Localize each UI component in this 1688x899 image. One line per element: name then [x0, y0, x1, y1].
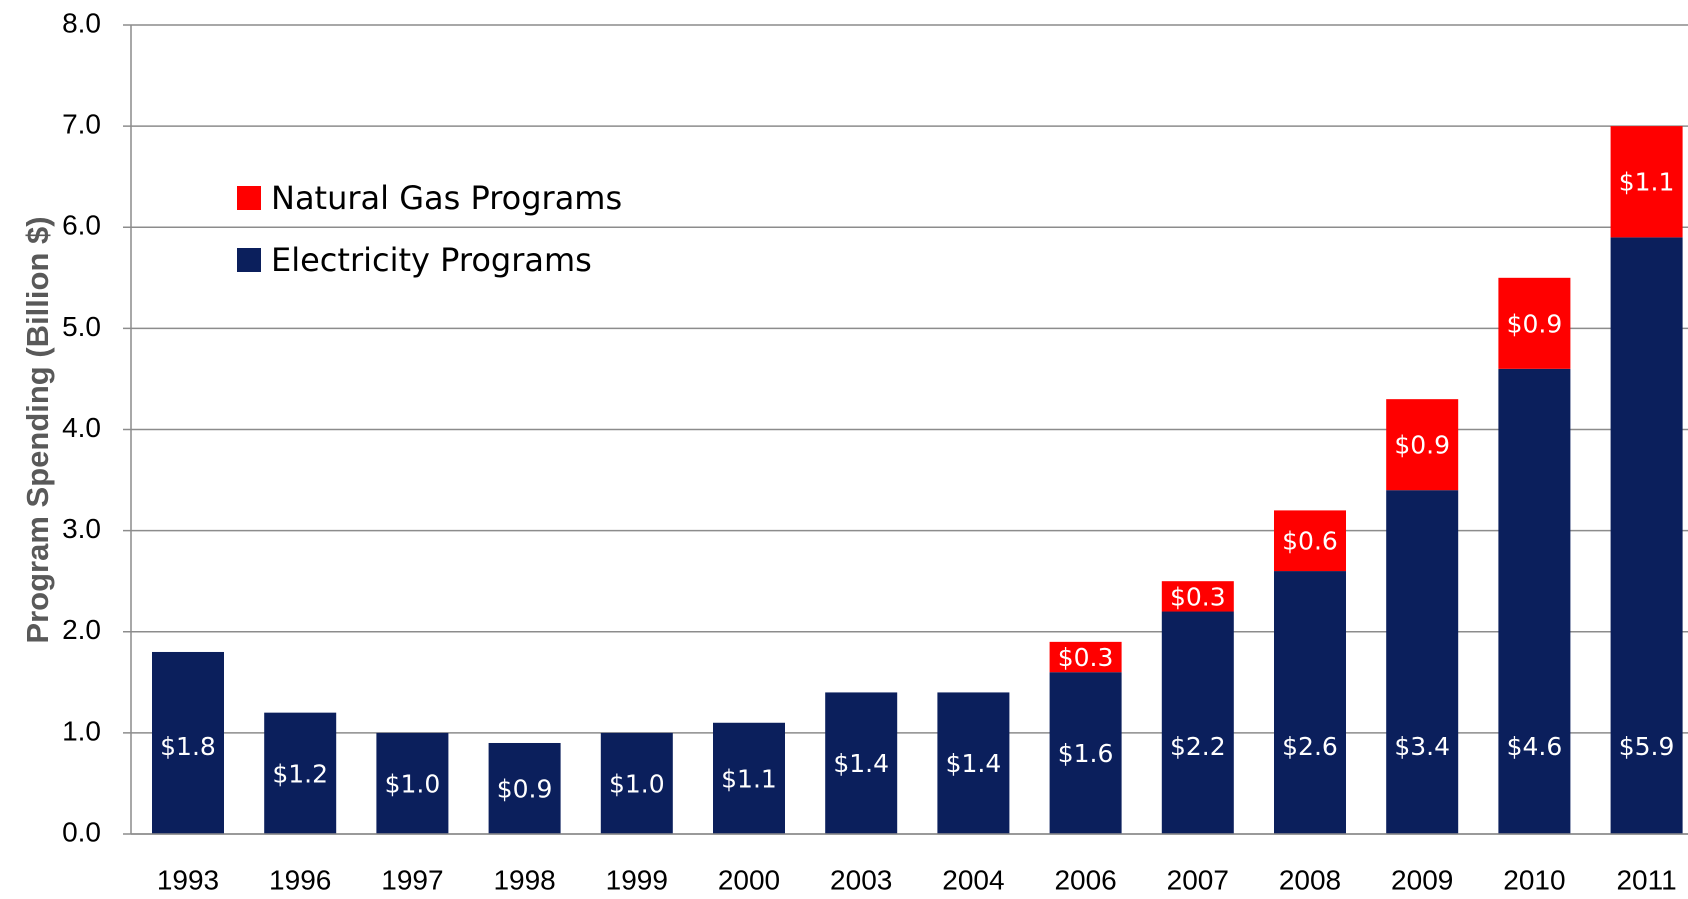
y-tick-label: 1.0 [62, 715, 101, 746]
x-tick-label: 2008 [1279, 864, 1341, 895]
legend-label: Natural Gas Programs [271, 179, 622, 217]
value-label: $0.9 [497, 774, 553, 803]
value-label: $0.6 [1282, 527, 1338, 556]
bar-segment [1049, 672, 1122, 834]
x-tick-label: 2007 [1167, 864, 1229, 895]
bar-segment [600, 732, 673, 834]
bar-segment [1274, 571, 1346, 834]
value-label: $1.1 [1619, 168, 1675, 197]
bar-segment [488, 742, 561, 834]
x-tick-label: 1993 [157, 864, 219, 895]
bar-segment [1386, 399, 1459, 491]
value-label: $1.4 [946, 749, 1002, 778]
x-tick-label: 1996 [269, 864, 331, 895]
bar-segment [264, 712, 337, 834]
y-tick-label: 8.0 [62, 7, 101, 38]
x-tick-label: 2000 [718, 864, 780, 895]
x-tick-label: 2011 [1616, 864, 1676, 895]
bar-segment [1161, 611, 1234, 834]
bar-segment [1274, 510, 1346, 572]
value-label: $5.9 [1619, 732, 1675, 761]
y-tick-label: 0.0 [62, 816, 101, 847]
legend-swatch [237, 186, 261, 210]
bar-segment [152, 651, 224, 834]
value-label: $1.2 [272, 759, 328, 788]
y-tick-label: 7.0 [62, 109, 101, 140]
value-label: $2.6 [1282, 732, 1338, 761]
y-tick-label: 3.0 [62, 513, 101, 544]
bar-segment [376, 732, 449, 834]
y-tick-label: 6.0 [62, 210, 101, 241]
value-label: $1.0 [609, 769, 665, 798]
x-tick-label: 2009 [1391, 864, 1453, 895]
value-label: $1.6 [1058, 739, 1114, 768]
bar-segment [1498, 277, 1571, 369]
bar-segment [1498, 368, 1571, 834]
x-tick-label: 2004 [942, 864, 1004, 895]
bar-segment [1161, 581, 1234, 612]
bar-segment [1610, 237, 1683, 835]
y-tick-label: 5.0 [62, 311, 101, 342]
x-tick-label: 2003 [830, 864, 892, 895]
y-axis-title: Program Spending (Billion $) [20, 216, 55, 643]
y-tick-label: 4.0 [62, 412, 101, 443]
value-label: $0.9 [1394, 431, 1450, 460]
value-label: $1.8 [160, 732, 216, 761]
x-tick-label: 2010 [1503, 864, 1565, 895]
y-tick-label: 2.0 [62, 614, 101, 645]
legend-swatch [237, 248, 261, 272]
value-label: $3.4 [1394, 732, 1450, 761]
bar-segment [1049, 641, 1122, 673]
x-tick-label: 1998 [493, 864, 555, 895]
bar-segment [937, 692, 1010, 834]
bar-segment [713, 722, 785, 834]
x-tick-label: 2006 [1054, 864, 1116, 895]
value-label: $0.3 [1170, 582, 1226, 611]
legend-label: Electricity Programs [271, 241, 592, 279]
bar-segment [825, 692, 898, 834]
value-label: $1.4 [833, 749, 889, 778]
bar-segment [1386, 490, 1459, 834]
value-label: $2.2 [1170, 732, 1226, 761]
bar-segment [1610, 126, 1683, 238]
value-label: $1.1 [721, 764, 777, 793]
value-label: $0.9 [1507, 309, 1563, 338]
value-label: $0.3 [1058, 643, 1114, 672]
x-tick-label: 1997 [381, 864, 443, 895]
value-label: $1.0 [385, 769, 441, 798]
value-label: $4.6 [1507, 732, 1563, 761]
x-tick-label: 1999 [606, 864, 668, 895]
